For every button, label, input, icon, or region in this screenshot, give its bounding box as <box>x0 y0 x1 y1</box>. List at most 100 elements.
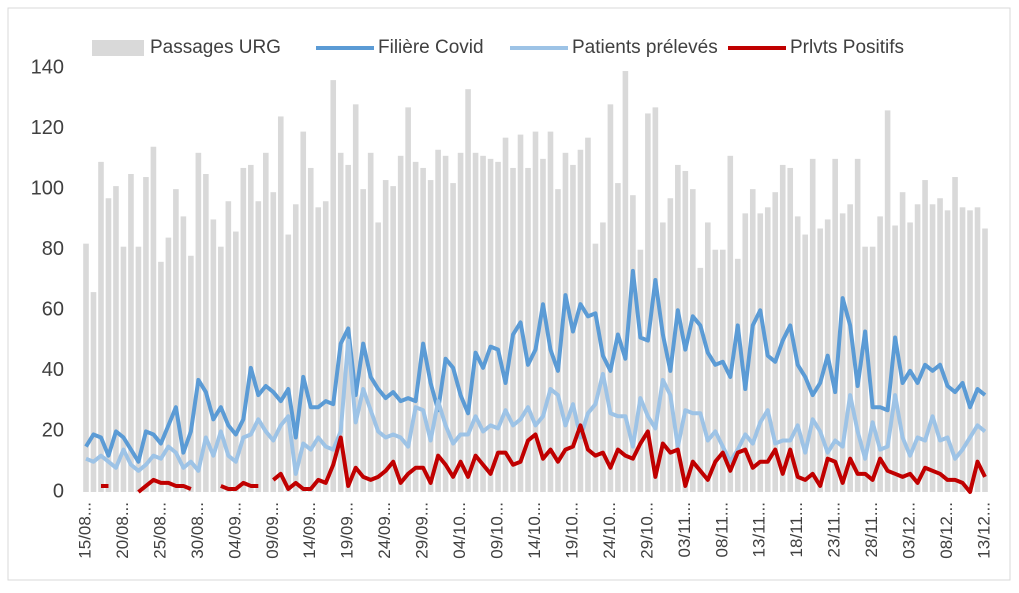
bar <box>630 195 636 492</box>
bar <box>120 246 127 492</box>
bar <box>712 249 719 492</box>
bar <box>734 258 741 492</box>
bar <box>330 80 337 492</box>
x-tick-label: 14/10... <box>525 502 544 559</box>
bar <box>465 89 471 492</box>
x-tick-label: 04/09... <box>225 502 244 559</box>
bar <box>719 249 726 492</box>
bar <box>540 158 546 492</box>
bar <box>959 207 966 493</box>
bar <box>397 155 404 493</box>
x-tick-label: 08/11... <box>712 502 731 557</box>
bar <box>135 246 142 492</box>
bar <box>113 186 119 492</box>
bar <box>967 210 973 493</box>
bar <box>90 292 97 492</box>
legend-swatch <box>92 40 144 56</box>
legend-label: Prlvts Positifs <box>790 37 904 58</box>
bar <box>937 198 943 492</box>
bar <box>285 234 292 493</box>
y-tick-label: 100 <box>31 177 64 199</box>
bar <box>914 204 921 493</box>
x-tick-label: 08/12... <box>937 502 956 559</box>
y-tick-label: 80 <box>42 238 64 260</box>
bar <box>532 131 539 492</box>
bar <box>517 134 524 492</box>
bar <box>697 267 704 492</box>
x-tick-label: 29/10... <box>637 502 656 559</box>
bar <box>562 152 569 493</box>
bar <box>277 116 284 492</box>
bar <box>435 149 441 492</box>
bar <box>705 222 711 492</box>
bar <box>218 246 224 492</box>
x-tick-label: 13/12... <box>974 502 993 559</box>
line-series <box>85 338 987 476</box>
legend-label: Filière Covid <box>378 37 484 58</box>
bar <box>547 131 554 492</box>
bar <box>412 161 419 492</box>
bar <box>802 234 808 493</box>
bar <box>899 192 906 492</box>
bar <box>877 216 883 492</box>
bar <box>622 71 629 493</box>
bar <box>427 180 434 493</box>
bar <box>862 246 868 492</box>
bar <box>210 219 217 492</box>
bar <box>233 231 239 493</box>
bar <box>929 204 936 493</box>
bar <box>607 104 614 492</box>
bar <box>832 158 838 492</box>
bar <box>165 237 172 492</box>
bar <box>98 161 104 492</box>
bar <box>480 155 486 493</box>
y-tick-label: 0 <box>53 480 64 502</box>
bar <box>442 155 449 493</box>
y-tick-label: 40 <box>42 359 64 381</box>
bar <box>195 152 202 493</box>
bar <box>944 210 951 493</box>
bar <box>472 152 479 493</box>
y-tick-label: 140 <box>31 56 64 78</box>
bar <box>839 213 846 492</box>
bar <box>173 189 179 492</box>
y-tick-label: 120 <box>31 117 64 139</box>
bar <box>263 152 269 493</box>
x-tick-label: 19/10... <box>562 502 581 559</box>
bar <box>420 167 426 492</box>
bar <box>974 207 981 493</box>
bar <box>652 107 659 492</box>
y-tick-label: 60 <box>42 299 64 321</box>
bar <box>300 131 307 492</box>
bar <box>128 174 134 492</box>
bar <box>682 170 689 492</box>
x-tick-label: 24/09... <box>375 502 394 559</box>
bar <box>690 189 696 492</box>
bar <box>150 146 157 492</box>
bar <box>869 246 876 492</box>
bar <box>248 164 254 492</box>
line-series <box>84 268 987 464</box>
bar <box>158 261 164 492</box>
x-tick-label: 15/08... <box>75 502 94 559</box>
x-tick-label: 25/08... <box>150 502 169 559</box>
bar <box>188 255 194 492</box>
x-tick-label: 30/08... <box>188 502 207 559</box>
bar <box>525 167 531 492</box>
x-tick-label: 03/12... <box>900 502 919 559</box>
x-tick-label: 28/11... <box>862 502 881 557</box>
x-tick-label: 14/09... <box>300 502 319 559</box>
bar <box>847 204 853 493</box>
x-tick-label: 04/10... <box>450 502 469 559</box>
bar <box>577 149 584 492</box>
x-tick-label: 24/10... <box>600 502 619 559</box>
bar <box>143 177 149 492</box>
x-tick-label: 13/11... <box>750 502 769 557</box>
bar <box>367 152 374 493</box>
bar <box>83 243 89 492</box>
x-tick-label: 09/09... <box>263 502 282 559</box>
bar <box>360 189 366 492</box>
bar <box>922 180 928 493</box>
bar <box>292 204 299 493</box>
